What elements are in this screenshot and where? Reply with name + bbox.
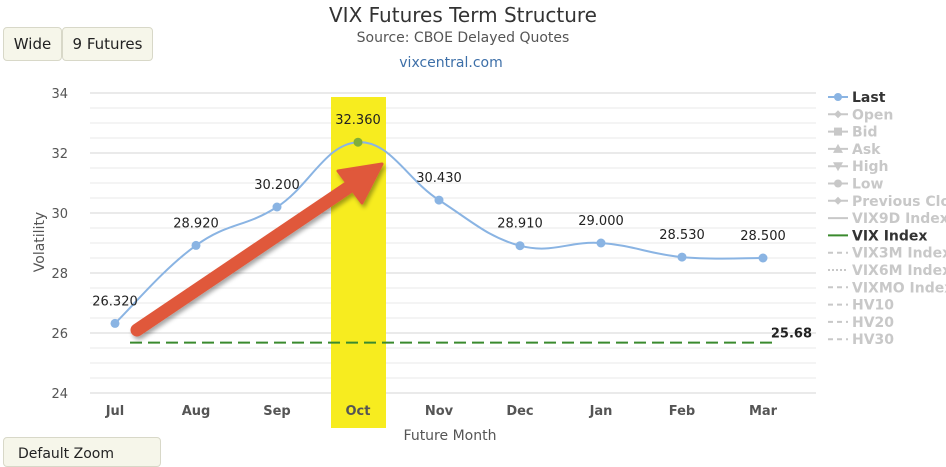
legend-diamond-icon bbox=[834, 110, 842, 119]
y-axis: 24 26 28 30 32 34 bbox=[51, 87, 68, 402]
data-label-vix-index: 25.68 bbox=[771, 327, 812, 342]
legend-item[interactable]: Ask bbox=[828, 142, 881, 158]
x-tick-label: Aug bbox=[182, 404, 211, 419]
data-label-last: 28.920 bbox=[173, 216, 219, 231]
legend-item[interactable]: VIX Index bbox=[828, 228, 927, 244]
legend-label: VIXMO Index bbox=[852, 280, 946, 296]
x-tick-label: Jul bbox=[105, 404, 125, 419]
highlight-band-rect bbox=[331, 97, 386, 428]
legend-item[interactable]: VIX6M Index bbox=[828, 263, 946, 279]
legend-diamond-icon bbox=[834, 196, 842, 205]
legend-item[interactable]: Last bbox=[828, 90, 886, 106]
x-axis: Jul Aug Sep Oct Nov Dec Jan Feb Mar bbox=[105, 404, 778, 419]
x-tick-label: Sep bbox=[263, 404, 291, 419]
legend-label: HV10 bbox=[852, 298, 894, 314]
data-point-last bbox=[353, 137, 363, 147]
y-tick-label: 24 bbox=[51, 387, 68, 402]
series-group: 26.320 28.920 30.200 32.360 30.430 28.910 29.0… bbox=[92, 113, 812, 344]
y-tick-label: 34 bbox=[51, 87, 68, 102]
data-point-last bbox=[191, 240, 201, 250]
data-point-last bbox=[110, 318, 120, 328]
legend-label: VIX3M Index bbox=[852, 246, 946, 262]
legend-item[interactable]: High bbox=[828, 159, 889, 175]
legend-label: Last bbox=[852, 90, 886, 106]
data-point-last bbox=[272, 202, 282, 212]
legend-item[interactable]: Previous Clo bbox=[828, 194, 946, 210]
vix-term-structure-chart: VIX Futures Term Structure Source: CBOE … bbox=[32, 3, 946, 444]
y-tick-label: 30 bbox=[51, 207, 68, 222]
legend-item[interactable]: Open bbox=[828, 107, 893, 123]
data-label-last: 28.530 bbox=[659, 228, 705, 243]
y-tick-label: 28 bbox=[51, 267, 68, 282]
legend-item[interactable]: VIX3M Index bbox=[828, 246, 946, 262]
legend-item[interactable]: VIXMO Index bbox=[828, 280, 946, 296]
legend-item[interactable]: HV10 bbox=[828, 298, 894, 314]
legend-label: VIX6M Index bbox=[852, 263, 946, 279]
legend-label: Previous Clo bbox=[852, 194, 946, 210]
x-tick-label: Feb bbox=[669, 404, 695, 419]
annotation-arrow bbox=[130, 162, 384, 337]
legend-label: VIX Index bbox=[852, 228, 927, 244]
legend-label: VIX9D Index bbox=[852, 211, 946, 227]
series-line-last bbox=[114, 141, 764, 325]
data-point-last bbox=[596, 238, 606, 248]
data-label-last: 28.500 bbox=[740, 229, 786, 244]
legend-dot-icon bbox=[834, 93, 842, 101]
y-axis-label: Volatility bbox=[32, 212, 48, 272]
x-tick-label: Nov bbox=[425, 404, 454, 419]
data-label-last: 32.360 bbox=[335, 113, 381, 128]
legend-item[interactable]: HV30 bbox=[828, 332, 894, 348]
legend-label: HV30 bbox=[852, 332, 894, 348]
legend-label: Open bbox=[852, 107, 893, 123]
data-point-last bbox=[758, 253, 768, 263]
x-tick-label: Oct bbox=[346, 404, 371, 419]
y-tick-label: 32 bbox=[51, 147, 68, 162]
legend-item[interactable]: Bid bbox=[828, 125, 878, 141]
x-tick-label: Dec bbox=[506, 404, 533, 419]
x-tick-label: Jan bbox=[589, 404, 613, 419]
legend-label: Ask bbox=[852, 142, 881, 158]
data-label-last: 29.000 bbox=[578, 214, 624, 229]
legend-label: Low bbox=[852, 177, 884, 193]
legend-triangle-down-icon bbox=[833, 162, 843, 172]
y-tick-label: 26 bbox=[51, 327, 68, 342]
legend-item[interactable]: Low bbox=[828, 177, 884, 193]
legend-label: High bbox=[852, 159, 889, 175]
data-label-last: 28.910 bbox=[497, 217, 543, 232]
data-point-last bbox=[515, 241, 525, 251]
chart-subtitle: Source: CBOE Delayed Quotes bbox=[357, 30, 570, 46]
legend-square-icon bbox=[834, 127, 842, 136]
data-point-last bbox=[434, 195, 444, 205]
data-label-last: 30.430 bbox=[416, 171, 462, 186]
chart-credit-link[interactable]: vixcentral.com bbox=[399, 55, 502, 71]
futures-count-button[interactable]: 9 Futures bbox=[62, 27, 153, 61]
data-point-last bbox=[677, 252, 687, 262]
legend-dot-icon bbox=[834, 179, 842, 188]
wide-button[interactable]: Wide bbox=[3, 27, 62, 61]
legend-triangle-icon bbox=[833, 143, 843, 153]
legend-label: Bid bbox=[852, 125, 878, 141]
x-tick-label: Mar bbox=[749, 404, 778, 419]
highlight-band bbox=[331, 97, 386, 428]
data-label-last: 26.320 bbox=[92, 294, 138, 309]
x-axis-label: Future Month bbox=[404, 428, 497, 444]
legend-label: HV20 bbox=[852, 315, 894, 331]
data-label-last: 30.200 bbox=[254, 178, 300, 193]
legend-item[interactable]: VIX9D Index bbox=[828, 211, 946, 227]
chart-title: VIX Futures Term Structure bbox=[329, 3, 597, 27]
legend-item[interactable]: HV20 bbox=[828, 315, 894, 331]
